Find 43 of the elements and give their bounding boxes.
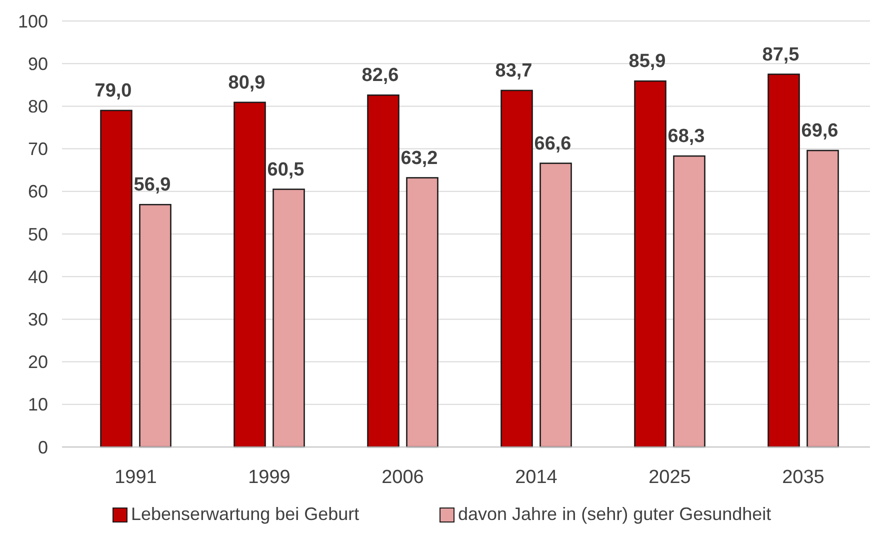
- data-label: 69,6: [801, 120, 838, 142]
- bar: [139, 204, 172, 448]
- bar: [540, 162, 572, 448]
- legend-label: Lebenserwartung bei Geburt: [131, 504, 360, 524]
- y-tick-label: 20: [28, 352, 48, 372]
- data-label: 79,0: [94, 80, 132, 102]
- data-label: 87,5: [762, 44, 800, 66]
- data-label: 83,7: [495, 60, 532, 82]
- x-tick-label: 2035: [782, 467, 824, 488]
- data-label: 66,6: [534, 133, 572, 154]
- bar: [500, 90, 533, 448]
- y-tick-label: 70: [28, 139, 48, 160]
- bar: [673, 155, 706, 448]
- y-tick-label: 30: [28, 310, 48, 330]
- y-tick-label: 0: [38, 437, 48, 458]
- data-label: 63,2: [400, 148, 438, 169]
- bar: [272, 188, 305, 448]
- data-label: 68,3: [668, 126, 705, 148]
- data-label: 82,6: [362, 65, 399, 86]
- data-label: 56,9: [134, 174, 171, 196]
- x-tick-label: 1999: [248, 467, 290, 488]
- y-tick-label: 90: [28, 54, 48, 74]
- y-tick-label: 100: [18, 11, 48, 32]
- data-label: 85,9: [628, 51, 666, 72]
- y-tick-label: 10: [28, 394, 48, 415]
- legend-label: davon Jahre in (sehr) guter Gesundheit: [458, 504, 772, 524]
- x-tick-label: 1991: [114, 467, 157, 488]
- bar: [234, 102, 266, 448]
- bar: [406, 177, 438, 448]
- data-label: 60,5: [267, 159, 305, 180]
- bar: [768, 74, 800, 448]
- x-tick-label: 2025: [648, 467, 691, 488]
- bar: [634, 80, 666, 448]
- y-tick-label: 50: [28, 224, 48, 244]
- bar: [367, 94, 400, 448]
- y-tick-label: 60: [28, 182, 48, 202]
- data-label: 80,9: [228, 72, 266, 94]
- bar: [806, 150, 839, 448]
- x-tick-label: 2014: [515, 467, 558, 488]
- x-tick-label: 2006: [382, 467, 424, 488]
- bar: [100, 110, 132, 448]
- y-tick-label: 40: [28, 266, 48, 287]
- y-tick-label: 80: [28, 96, 48, 116]
